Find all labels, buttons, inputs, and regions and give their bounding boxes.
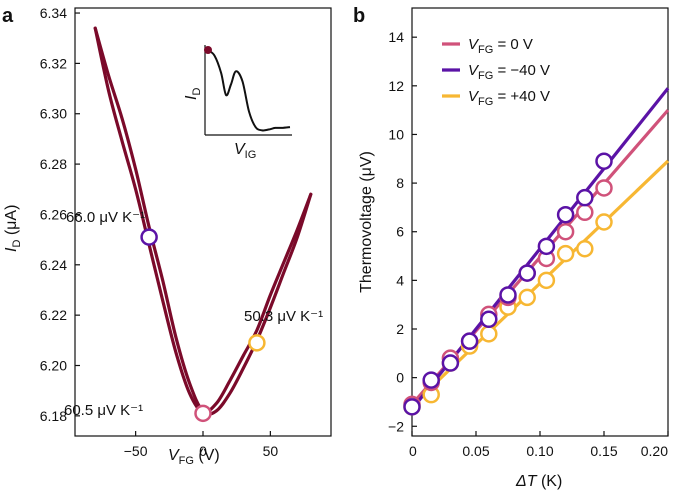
legend-label-rest: = 0 V <box>493 36 533 53</box>
inset-curve <box>204 46 291 132</box>
panel-b-x-ticks: 0 0.05 0.10 0.15 0.20 <box>409 431 669 459</box>
legend-label-main: V <box>468 88 480 105</box>
panel-a-ylabel-unit: (μA) <box>3 205 20 236</box>
panel-a-ytick-label: 6.24 <box>40 257 67 273</box>
panel-b-point <box>480 325 498 343</box>
panel-a-xlabel-main: V <box>168 447 180 464</box>
panel-b-ytick-label: 10 <box>388 126 404 142</box>
panel-b-ytick-label: 14 <box>388 29 404 45</box>
panel-b-point <box>480 310 498 329</box>
panel-b-point <box>518 264 536 282</box>
panel-b-ytick-label: −2 <box>388 418 404 434</box>
panel-b-point <box>576 188 594 207</box>
panel-b-xlabel-unit: (K) <box>541 473 562 490</box>
panel-b-xtick-label: 0.05 <box>462 443 489 459</box>
panel-b-y-ticks: −2 0 2 4 6 8 10 12 14 <box>388 29 417 434</box>
annotation-purple: 66.0 μV K⁻¹ <box>66 209 145 226</box>
panel-b-ylabel: Thermovoltage (μV) <box>358 151 375 293</box>
inset-ylabel-main: I <box>183 95 200 100</box>
panel-b-label: b <box>353 5 365 27</box>
panel-a-ytick-label: 6.20 <box>40 358 67 374</box>
legend-label: VFG = +40 V <box>468 88 550 108</box>
panel-b-point <box>518 288 536 307</box>
panel-a-xtick-label: 50 <box>263 443 279 459</box>
panel-b-point <box>441 354 460 372</box>
panel-b-point <box>499 286 517 304</box>
panel-a-ylabel-sub: D <box>11 240 23 248</box>
inset-ylabel: ID <box>183 88 203 100</box>
panel-b-point <box>556 244 575 263</box>
panel-a-ytick-label: 6.34 <box>40 5 67 21</box>
panel-a-label: a <box>2 5 14 27</box>
panel-a-ytick-label: 6.18 <box>40 408 67 424</box>
panel-a-ylabel: ID (μA) <box>3 205 23 252</box>
panel-b-point <box>403 398 421 416</box>
panel-b-point <box>576 240 594 258</box>
panel-a-chart: 6.18 6.20 6.22 6.24 6.26 6.28 6.30 6.32 6.34 −50… <box>3 5 332 467</box>
legend-label-rest: = +40 V <box>493 88 550 105</box>
inset-xlabel-sub: IG <box>245 149 257 161</box>
annotation-pink: 60.5 μV K⁻¹ <box>64 402 143 419</box>
panel-b-ytick-label: 8 <box>396 175 404 191</box>
panel-b-point <box>460 332 479 350</box>
inset-xlabel-main: V <box>234 141 246 158</box>
panel-a-xtick-label: −50 <box>124 443 148 459</box>
panel-b-xtick-label: 0.10 <box>526 443 553 459</box>
panel-a-xlabel-unit: (V) <box>198 447 219 464</box>
panel-b-ytick-label: 12 <box>388 78 404 94</box>
panel-b-point <box>556 222 575 241</box>
panel-b-point <box>595 152 613 170</box>
panel-b-ytick-label: 0 <box>396 370 404 386</box>
inset-start-marker <box>204 46 212 54</box>
panel-b-ytick-label: 2 <box>396 321 404 337</box>
panel-a-markers <box>140 228 266 423</box>
panel-b-point <box>537 237 556 256</box>
legend-label: VFG = −40 V <box>468 62 550 82</box>
panel-b-point <box>595 213 613 231</box>
panel-a-xlabel-sub: FG <box>179 455 194 467</box>
panel-b-point <box>422 371 440 389</box>
panel-b-xtick-label: 0.15 <box>590 443 617 459</box>
panel-a-ytick-label: 6.26 <box>40 206 67 222</box>
panel-b-points <box>403 152 613 416</box>
legend-label-main: V <box>468 36 480 53</box>
panel-a-xtick-label: 0 <box>199 443 207 459</box>
panel-a-ytick-label: 6.22 <box>40 307 67 323</box>
panel-b-xtick-label: 0 <box>409 443 417 459</box>
panel-a-marker <box>248 334 266 352</box>
panel-a-ytick-label: 6.28 <box>40 156 67 172</box>
inset-chart: ID VIG <box>183 45 292 161</box>
inset-line <box>207 49 291 132</box>
panel-b-point <box>576 203 594 222</box>
panel-a-marker <box>194 404 212 423</box>
panel-b-xlabel: ΔT (K) <box>515 473 562 490</box>
legend-label-sub: FG <box>478 96 493 108</box>
panel-b-point <box>537 271 556 290</box>
annotation-orange: 50.3 μV K⁻¹ <box>244 308 323 325</box>
panel-a-marker <box>140 228 158 246</box>
panel-a-ylabel-main: I <box>3 247 20 252</box>
legend-label: VFG = 0 V <box>468 36 533 56</box>
panel-b-point <box>556 205 575 224</box>
panel-a-ytick-label: 6.32 <box>40 55 67 71</box>
panel-a-ytick-label: 6.30 <box>40 106 67 122</box>
panel-a-xlabel: VFG (V) <box>168 447 220 467</box>
panel-b-ytick-label: 6 <box>396 224 404 240</box>
inset-xlabel: VIG <box>234 141 256 161</box>
panel-a-x-ticks: −50 0 50 <box>124 431 279 459</box>
panel-a-y-ticks: 6.18 6.20 6.22 6.24 6.26 6.28 6.30 6.32 6.34 <box>40 5 80 424</box>
panel-b-xlabel-main: ΔT <box>515 473 538 490</box>
legend-label-rest: = −40 V <box>493 62 550 79</box>
inset-ylabel-sub: D <box>191 88 203 96</box>
panel-b-xtick-label: 0.20 <box>641 443 668 459</box>
panel-b-ytick-label: 4 <box>396 272 404 288</box>
legend-label-main: V <box>468 62 480 79</box>
panel-b-point <box>595 179 613 197</box>
legend-label-sub: FG <box>478 44 493 56</box>
legend-label-sub: FG <box>478 70 493 82</box>
